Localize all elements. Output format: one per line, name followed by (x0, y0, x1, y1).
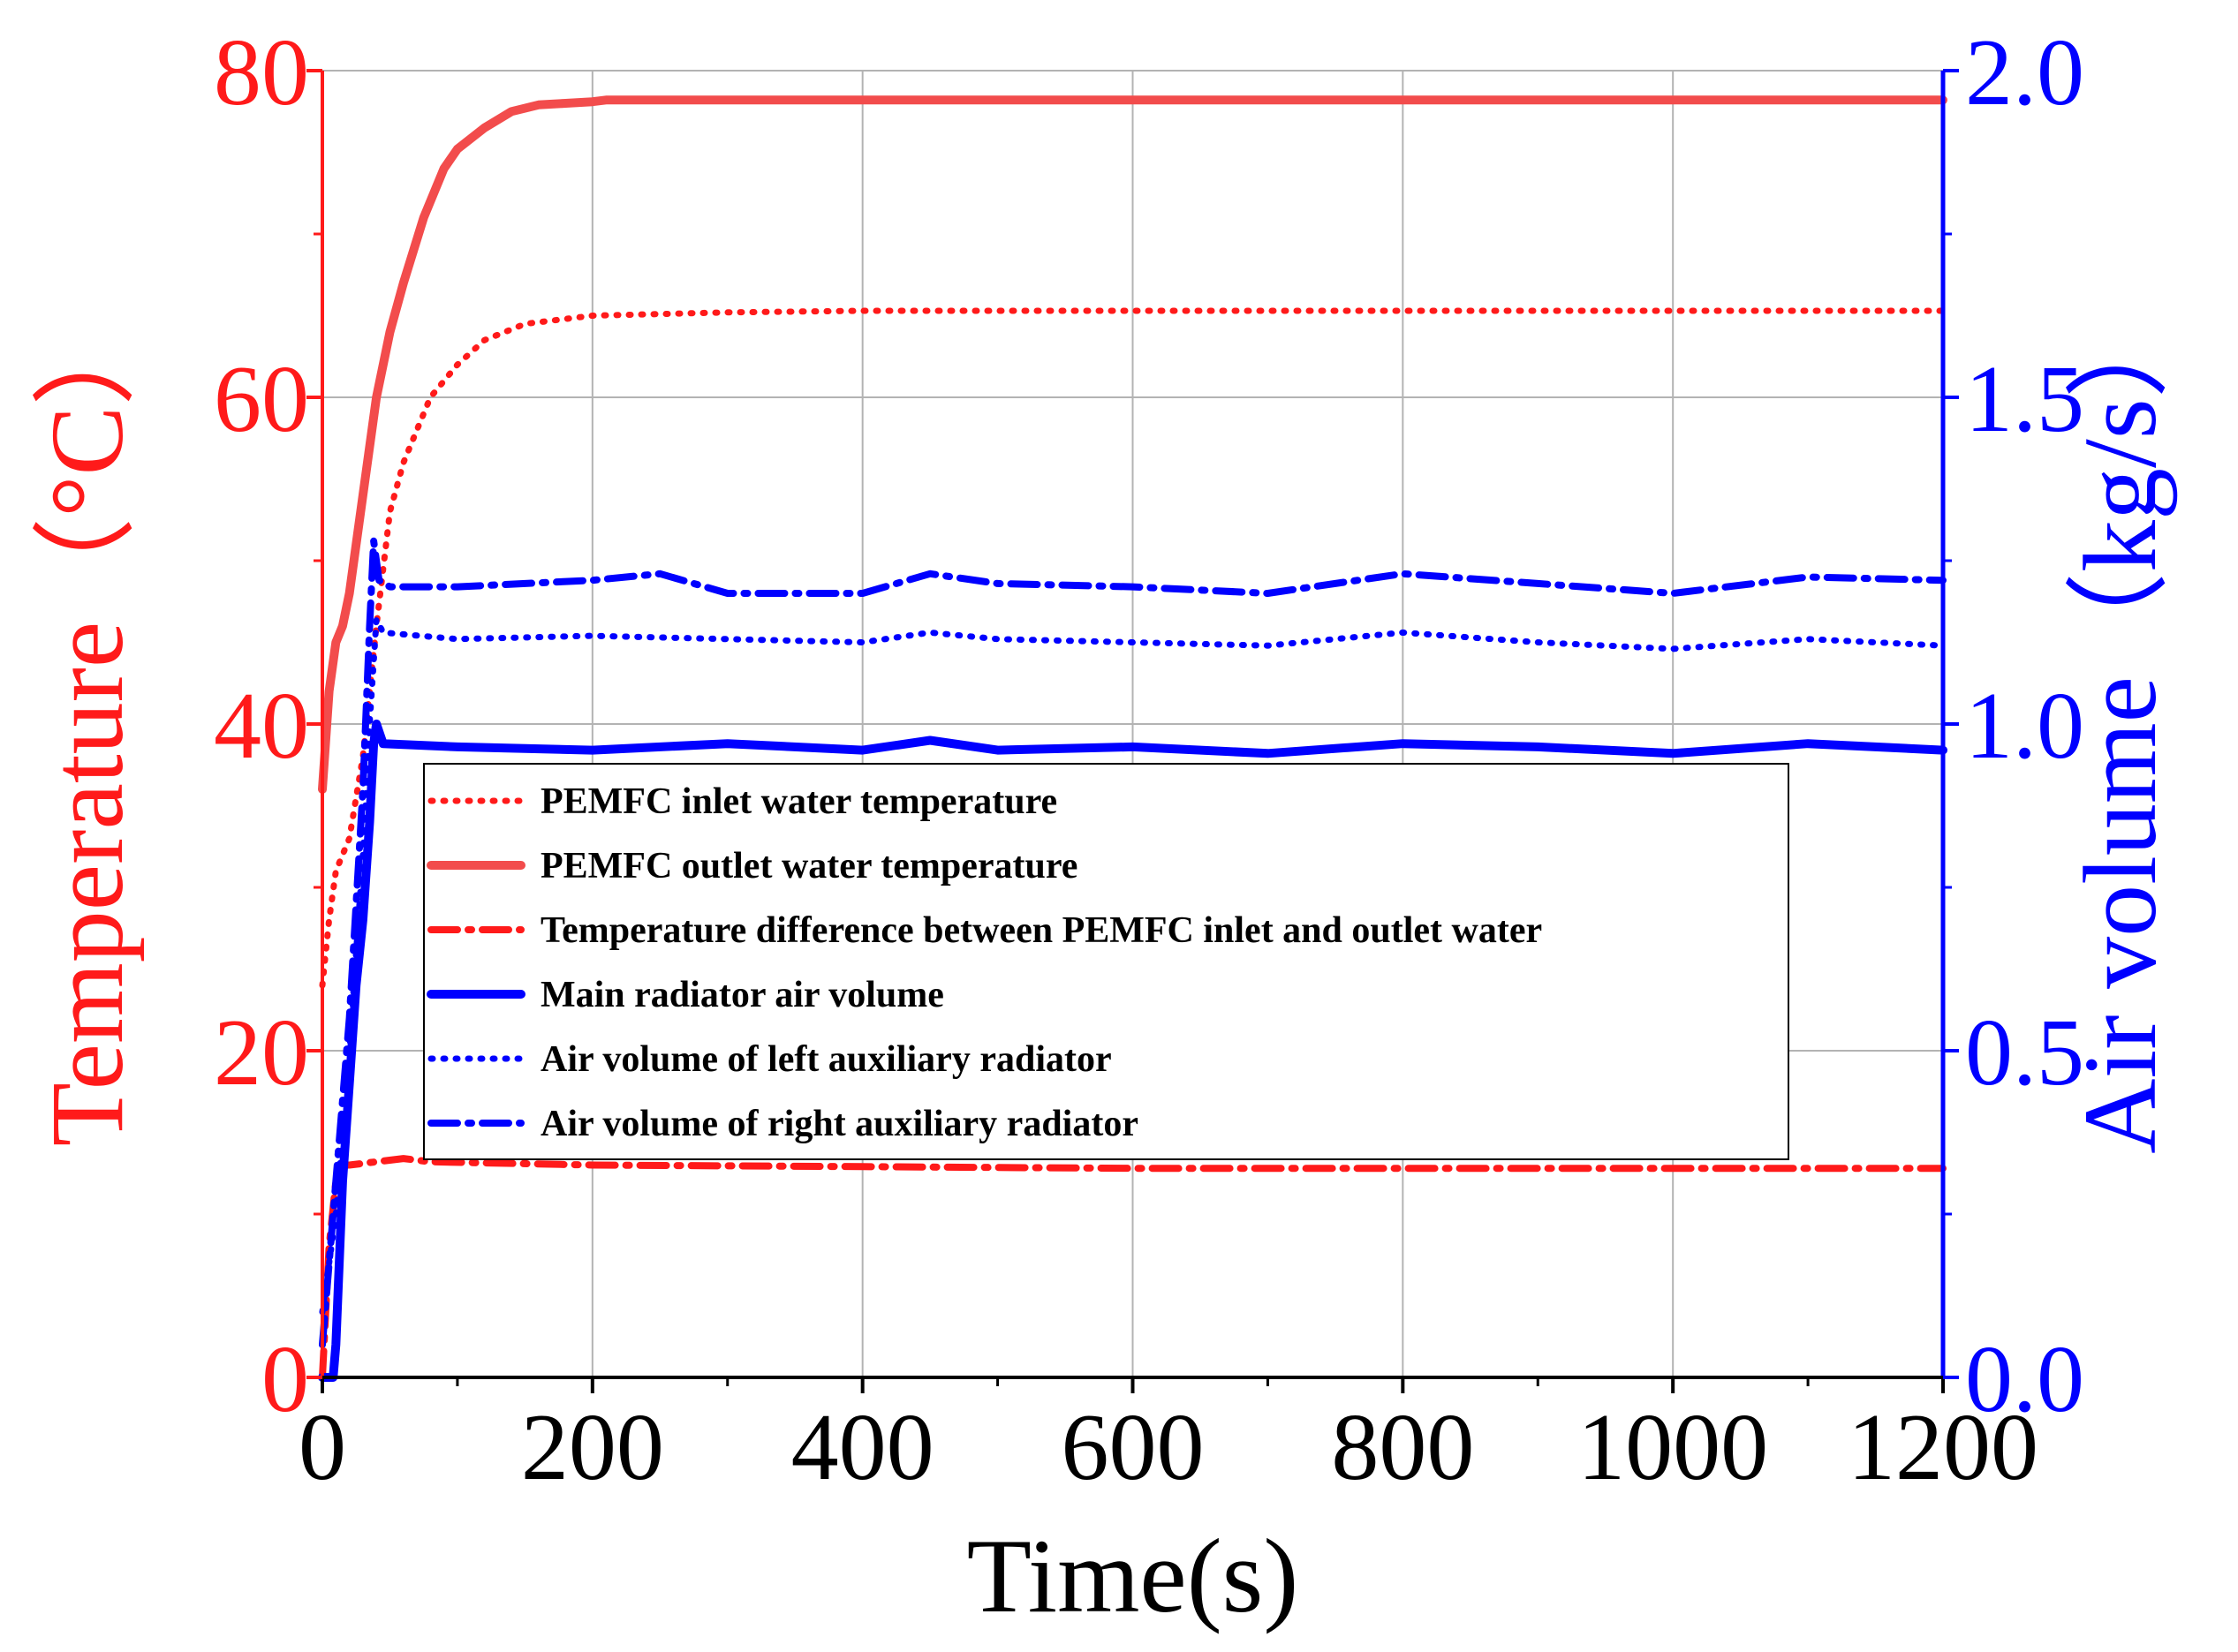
x-tick-label: 1000 (1577, 1395, 1768, 1500)
y-left-tick-label: 0 (261, 1327, 309, 1432)
legend: PEMFC inlet water temperature PEMFC outle… (423, 763, 1789, 1160)
y-left-tick-label: 80 (214, 20, 309, 125)
y-right-tick-label: 1.0 (1965, 674, 2084, 779)
x-tick-label: 200 (521, 1395, 664, 1500)
y-left-tick-label: 60 (214, 347, 309, 452)
y-right-tick-label: 0.5 (1965, 1000, 2084, 1105)
y-right-tick-label: 0.0 (1965, 1327, 2084, 1432)
series-line-1 (319, 307, 1947, 989)
series-line-5 (319, 616, 1947, 1316)
series-line-6 (319, 537, 1947, 1348)
axes: 0 200 400 600 800 1000 1200 Time(s) 0 20 40 60 80 Tem… (29, 20, 2178, 1634)
x-axis-title: Time(s) (967, 1517, 1299, 1634)
x-tick-label: 1200 (1848, 1395, 2038, 1500)
y-right-tick-label: 2.0 (1965, 20, 2084, 125)
legend-label-4: Main radiator air volume (541, 975, 944, 1015)
series-line-3 (319, 1155, 1947, 1381)
y-right-tick-label: 1.5 (1965, 347, 2084, 452)
y-left-axis-title: Temperature（°C） (29, 302, 145, 1146)
legend-label-2: PEMFC outlet water temperature (541, 846, 1077, 886)
y-right-axis-title: Air volume（kg/s） (2062, 294, 2178, 1153)
legend-label-1: PEMFC inlet water temperature (541, 781, 1057, 822)
series-line-2 (318, 95, 1947, 794)
legend-label-3: Temperature difference between PEMFC inl… (541, 910, 1542, 951)
x-tick-label: 600 (1062, 1395, 1205, 1500)
y-left-tick-label: 20 (214, 1000, 309, 1105)
series-line-4 (318, 720, 1947, 1382)
series-layer (318, 95, 1947, 1382)
x-tick-label: 0 (299, 1395, 346, 1500)
legend-label-5: Air volume of left auxiliary radiator (541, 1039, 1112, 1080)
legend-label-6: Air volume of right auxiliary radiator (541, 1104, 1138, 1144)
legend-box (423, 763, 1789, 1160)
x-tick-label: 400 (791, 1395, 934, 1500)
y-left-tick-label: 40 (214, 674, 309, 779)
x-tick-label: 800 (1331, 1395, 1474, 1500)
